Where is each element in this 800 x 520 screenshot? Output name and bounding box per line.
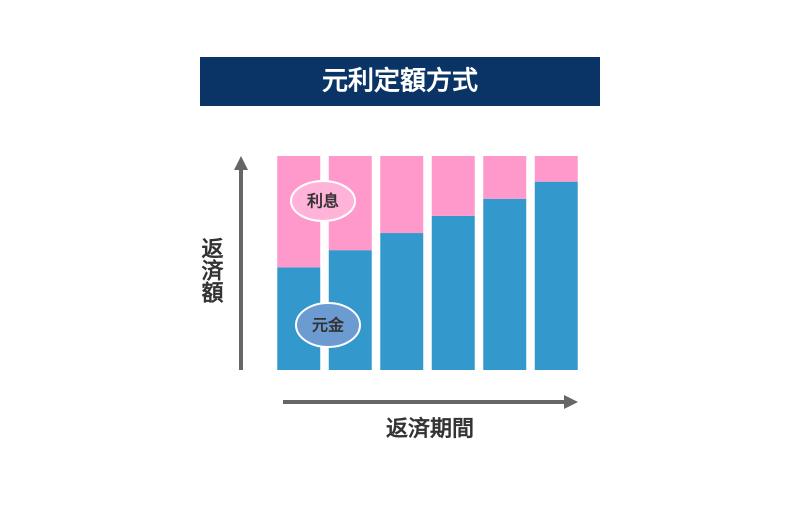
bar-segment <box>534 156 578 182</box>
series-label: 利息 <box>307 192 339 211</box>
principal-badge <box>295 302 361 348</box>
bar-segment <box>431 156 475 216</box>
x-arrowhead <box>564 395 578 409</box>
bar-segment <box>380 233 424 370</box>
chart-title: 元利定額方式 <box>322 66 478 97</box>
bar-segment <box>483 198 527 370</box>
bar-segment <box>380 156 424 234</box>
bar-segment <box>483 156 527 199</box>
interest-badge <box>290 180 356 222</box>
title-banner <box>200 57 600 106</box>
bar-segment <box>431 215 475 370</box>
series-label: 元金 <box>312 316 345 335</box>
y-axis-label: 返済額 <box>198 237 224 304</box>
x-axis-label: 返済期間 <box>386 416 474 442</box>
bar-segment <box>534 181 578 370</box>
y-arrowhead <box>234 156 248 170</box>
